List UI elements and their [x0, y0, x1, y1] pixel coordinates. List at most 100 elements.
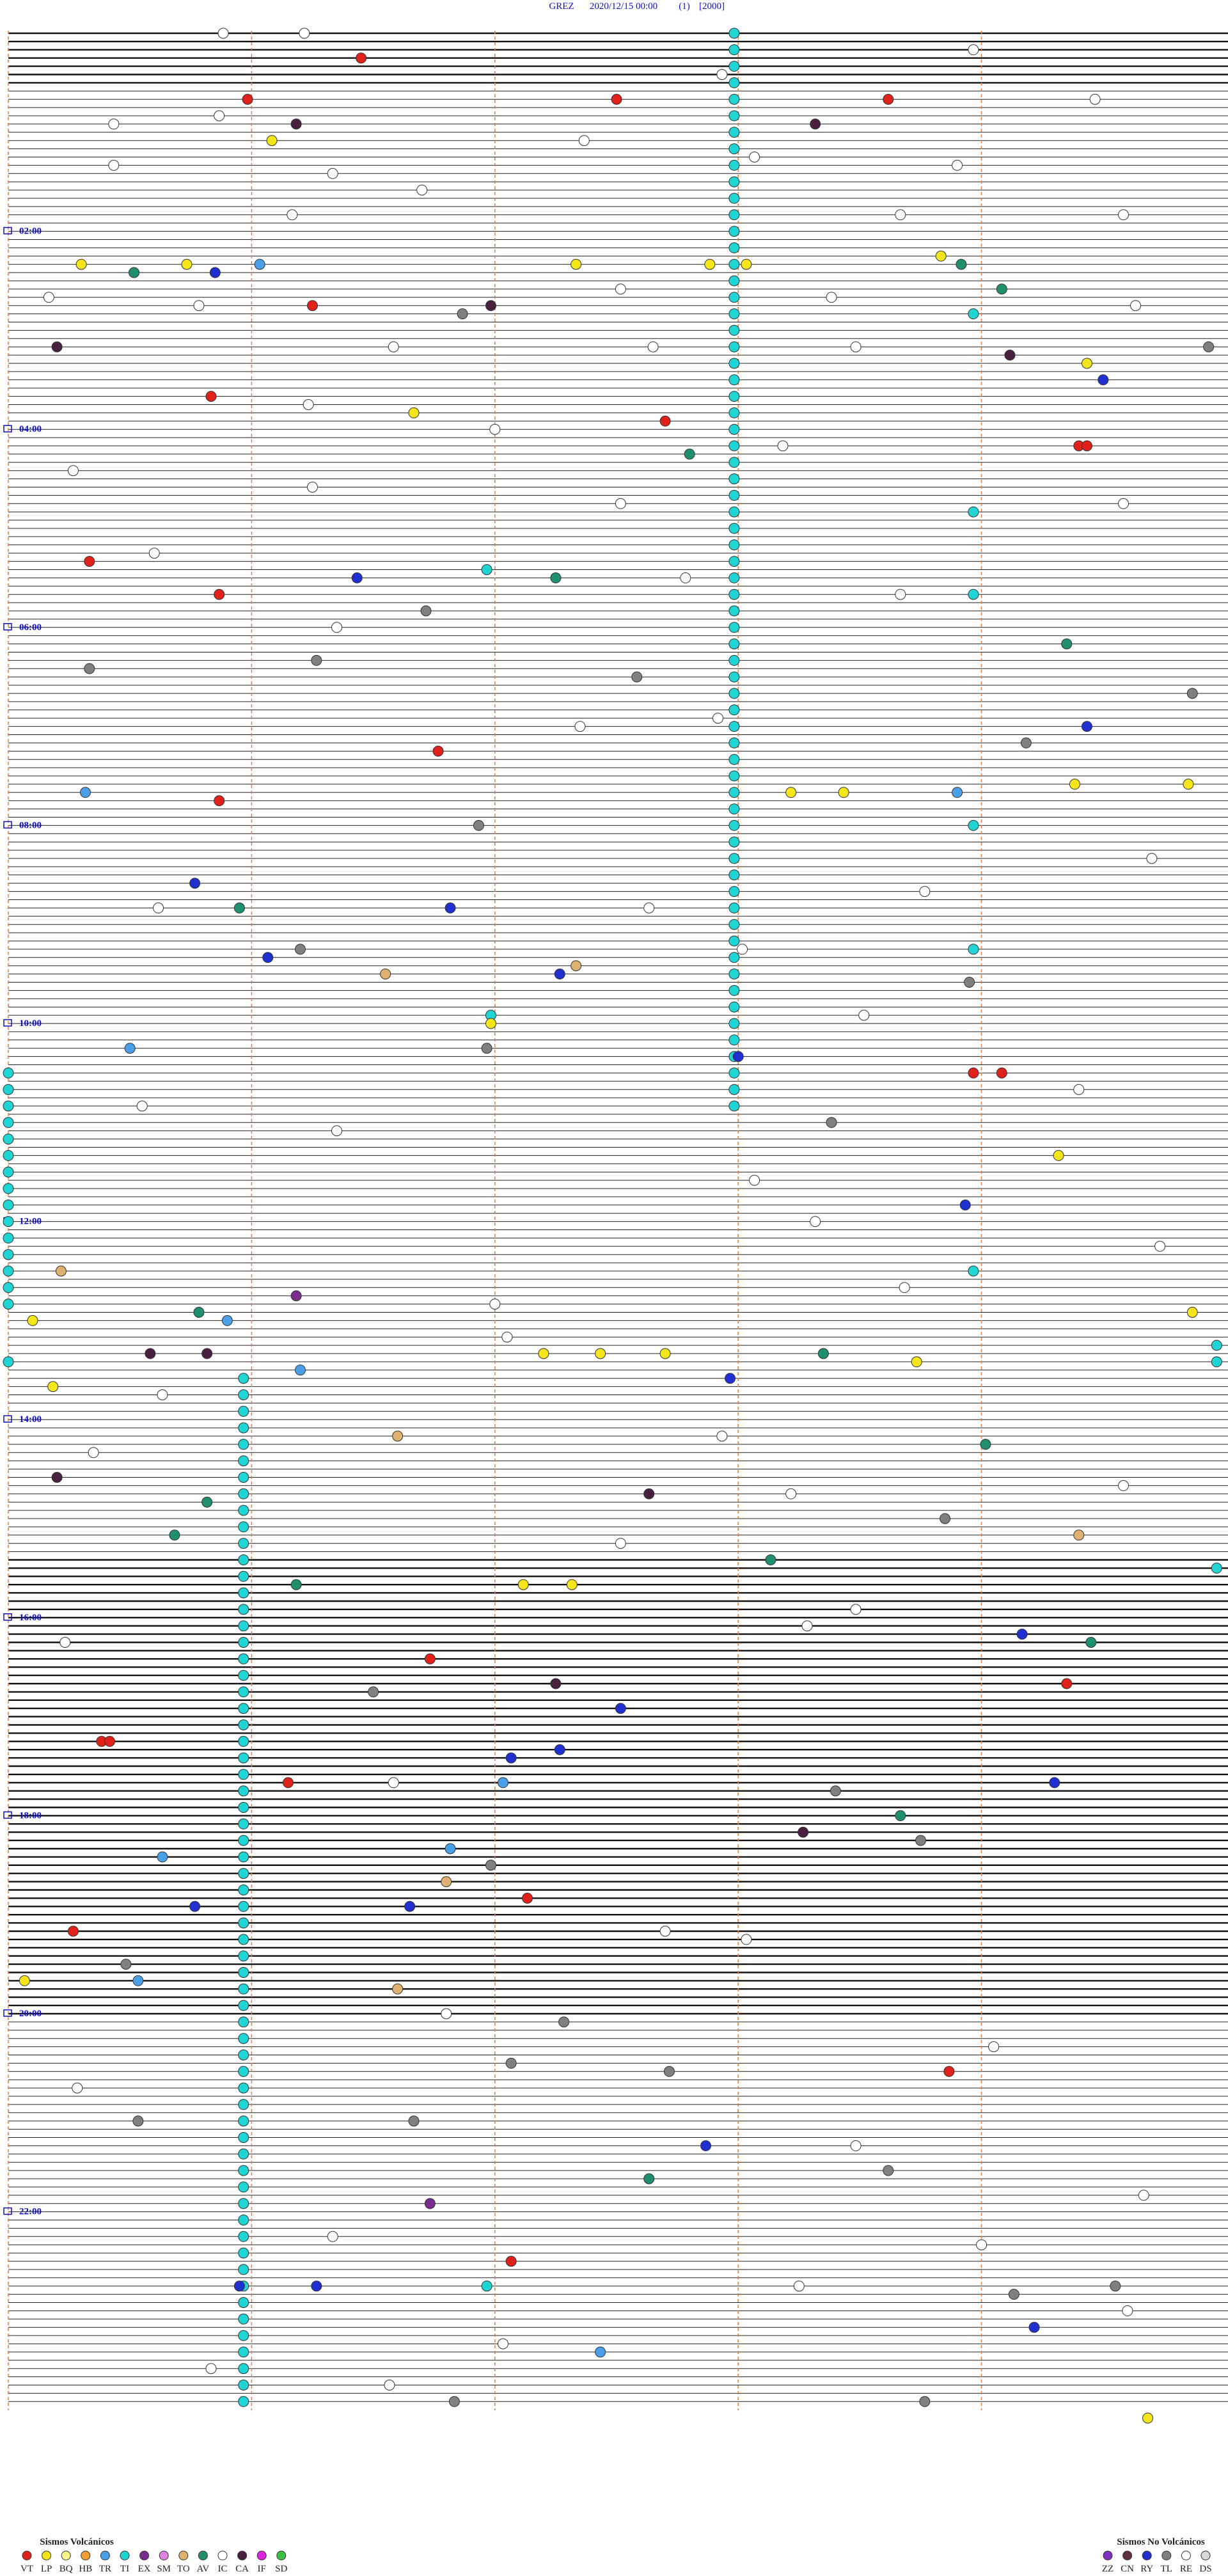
event	[728, 622, 740, 633]
event	[728, 819, 740, 831]
event	[505, 1752, 517, 1764]
event	[850, 2140, 862, 2151]
event	[238, 2033, 249, 2044]
event	[3, 1134, 14, 1145]
event	[221, 1315, 233, 1326]
event	[996, 283, 1007, 295]
event	[238, 2132, 249, 2143]
legend-code: SD	[275, 2564, 287, 2574]
event	[732, 1051, 744, 1063]
event	[793, 2280, 805, 2292]
event	[728, 589, 740, 600]
event	[716, 69, 728, 80]
event	[968, 506, 979, 518]
event	[1008, 2289, 1019, 2300]
event	[72, 2082, 83, 2094]
event	[3, 1299, 14, 1310]
event	[169, 1529, 180, 1541]
event	[294, 1364, 306, 1376]
legend-swatch	[1200, 2550, 1211, 2561]
event	[408, 2115, 420, 2127]
event	[238, 1818, 249, 1829]
hour-marker	[3, 2009, 12, 2017]
event	[631, 671, 643, 683]
event	[124, 1043, 136, 1054]
event	[728, 803, 740, 815]
event	[728, 226, 740, 237]
event	[980, 1439, 991, 1450]
event	[1098, 374, 1109, 386]
event	[1049, 1777, 1060, 1789]
event	[238, 1620, 249, 1632]
event	[728, 770, 740, 782]
event	[441, 2008, 452, 2019]
time-label: 06:00	[19, 622, 42, 633]
event	[238, 2247, 249, 2259]
time-label: 04:00	[19, 424, 42, 434]
event	[728, 952, 740, 963]
event	[571, 960, 582, 972]
event	[728, 556, 740, 567]
event	[485, 300, 496, 312]
legend-swatch	[159, 2550, 169, 2561]
event	[214, 795, 225, 807]
event	[238, 1505, 249, 1516]
event	[728, 638, 740, 650]
event	[1118, 209, 1129, 221]
event	[290, 118, 302, 130]
event	[566, 1579, 578, 1590]
time-label: 02:00	[19, 226, 42, 237]
event	[153, 902, 164, 913]
traces	[8, 32, 1228, 2402]
event	[1081, 358, 1092, 369]
hour-marker	[3, 2207, 12, 2215]
event	[238, 1570, 249, 1582]
event	[404, 1900, 416, 1912]
event	[238, 1785, 249, 1797]
event	[238, 2082, 249, 2094]
legend-title: Sismos No Volcánicos	[1117, 2537, 1205, 2547]
event	[238, 2099, 249, 2110]
event	[392, 1430, 404, 1442]
event	[448, 2396, 460, 2407]
event	[290, 1579, 302, 1590]
event	[1016, 1629, 1028, 1640]
event	[728, 358, 740, 369]
event	[959, 1199, 971, 1211]
event	[728, 968, 740, 980]
event	[716, 1430, 728, 1442]
legend-code: EX	[138, 2564, 151, 2574]
event	[712, 713, 723, 724]
hour-marker	[3, 1415, 12, 1423]
event	[238, 2148, 249, 2160]
event	[238, 2050, 249, 2060]
event	[749, 152, 760, 162]
event	[238, 2215, 249, 2225]
event	[728, 77, 740, 88]
event	[238, 2264, 249, 2275]
event	[424, 1653, 436, 1664]
event	[1073, 1529, 1085, 1541]
event	[238, 1422, 249, 1434]
event	[238, 1373, 249, 1384]
event	[238, 2313, 249, 2325]
event	[558, 2016, 570, 2028]
event	[238, 1719, 249, 1730]
event	[55, 1265, 67, 1277]
event	[554, 968, 565, 980]
legend-code: CA	[235, 2564, 249, 2574]
header: GREZ 2020/12/15 00:00 (1) [2000]	[549, 1, 725, 12]
event	[728, 1100, 740, 1112]
legend-code: VT	[20, 2564, 33, 2574]
event	[3, 1150, 14, 1161]
event	[728, 605, 740, 617]
event	[238, 1950, 249, 1962]
event	[728, 688, 740, 699]
event	[290, 1290, 302, 1302]
event	[238, 1686, 249, 1698]
event	[1186, 688, 1198, 699]
event	[388, 341, 399, 352]
event	[84, 663, 95, 674]
event	[311, 2280, 322, 2292]
